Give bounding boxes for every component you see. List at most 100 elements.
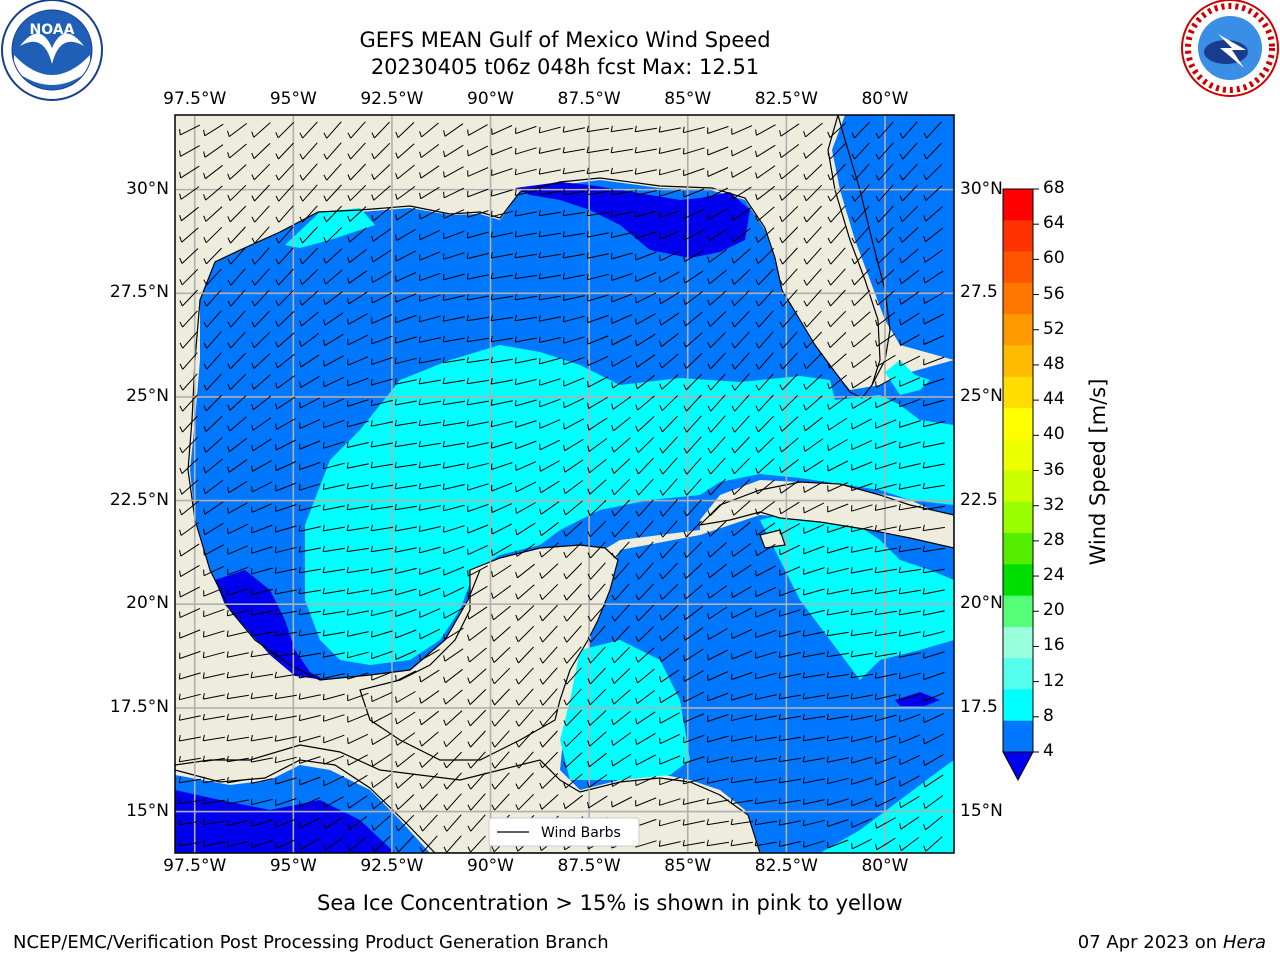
wind-barb (539, 480, 560, 494)
wind-barb (923, 671, 945, 681)
wind-barb (371, 249, 392, 263)
wind-barb (298, 693, 321, 700)
wind-barb (178, 776, 201, 784)
wind-barb (707, 331, 727, 349)
wind-barb (419, 814, 438, 832)
chart-subtitle: 20230405 t06z 048h fcst Max: 12.51 (370, 55, 760, 79)
wind-barb (563, 438, 584, 452)
colorbar-segment (1003, 626, 1033, 659)
wind-barb (779, 352, 798, 370)
wind-barb (898, 608, 921, 616)
wind-barb (707, 311, 727, 327)
wind-barb (203, 522, 224, 536)
wind-barb (586, 167, 609, 175)
wind-barb (635, 647, 655, 663)
wind-barb (370, 588, 393, 595)
wind-barb (803, 524, 825, 534)
wind-barb (418, 483, 441, 490)
wind-barb (683, 627, 704, 641)
wind-barb (634, 189, 657, 196)
wind-barb (707, 542, 727, 558)
wind-barb (923, 733, 944, 745)
wind-barb (323, 714, 345, 722)
wind-barb (922, 420, 945, 428)
colorbar-segment (1003, 533, 1033, 565)
wind-barb (634, 168, 657, 175)
wind-barb (299, 226, 318, 244)
longitude-label: 97.5°W (163, 89, 227, 109)
wind-barb (298, 672, 321, 679)
wind-barb (275, 353, 295, 369)
wind-barb (539, 604, 558, 622)
wind-barb (635, 668, 655, 684)
wind-barb (779, 394, 799, 412)
wind-barb (466, 335, 489, 343)
wind-barb (899, 121, 918, 139)
contour-below4-campeche (215, 570, 325, 680)
wind-barb (731, 628, 753, 640)
wind-barb (731, 352, 750, 370)
wind-barb (803, 143, 823, 159)
wind-barb (371, 671, 393, 681)
wind-barb (418, 377, 441, 385)
wind-barb (539, 439, 561, 451)
wind-barb (347, 227, 367, 243)
wind-barb (562, 294, 585, 301)
wind-barb (467, 627, 488, 641)
wind-barb (731, 269, 751, 285)
wind-barb (898, 483, 921, 490)
wind-barb (898, 524, 921, 532)
wind-barb (826, 756, 849, 763)
wind-barb (707, 628, 728, 640)
wind-barb (802, 692, 825, 700)
colorbar-tick-label: 64 (1043, 213, 1065, 234)
wind-barb (370, 503, 393, 511)
wind-barb (635, 690, 656, 704)
wind-barb (347, 291, 368, 305)
wind-barb (299, 163, 318, 181)
land-yucatan (359, 544, 619, 761)
wind-barb (611, 416, 631, 432)
wind-barb (395, 835, 414, 853)
wind-barb (395, 794, 415, 810)
wind-barb (611, 625, 630, 643)
wind-barb (659, 394, 679, 412)
wind-barb (227, 502, 248, 514)
wind-barb (226, 692, 249, 700)
wind-barb (395, 207, 416, 221)
wind-barb (706, 839, 729, 847)
colorbar-tick-label: 24 (1043, 565, 1065, 586)
noaa-logo-text: NOAA (30, 22, 75, 38)
wind-barb (538, 251, 561, 259)
wind-barb (611, 478, 631, 496)
wind-barb (346, 503, 369, 511)
wind-barb (562, 230, 585, 238)
wind-barb (707, 649, 729, 661)
wind-barb (443, 730, 463, 748)
wind-barb (322, 483, 345, 490)
legend-label: Wind Barbs (541, 825, 621, 841)
map-frame (174, 114, 955, 854)
wind-barb (179, 289, 198, 307)
wind-barb (179, 543, 200, 557)
wind-barb (203, 185, 223, 201)
colorbar-label: Wind Speed [m/s] (1086, 379, 1110, 566)
wind-barb (419, 208, 440, 220)
wind-barb (755, 289, 774, 307)
wind-barb (515, 502, 536, 514)
wind-barb (466, 441, 489, 448)
wind-barb (899, 334, 920, 346)
wind-barb (179, 564, 200, 578)
wind-barb (275, 504, 297, 512)
footer-date-text: 07 Apr 2023 on (1077, 932, 1223, 953)
wind-barb (659, 733, 681, 745)
wind-barb (922, 609, 945, 616)
wind-barb (683, 188, 705, 198)
wind-barb (587, 731, 607, 747)
wind-barb (611, 437, 631, 453)
wind-barb (731, 500, 751, 516)
wind-barb (779, 587, 801, 597)
wind-barb (587, 458, 607, 474)
wind-barb (707, 167, 729, 177)
wind-barb (826, 609, 849, 616)
